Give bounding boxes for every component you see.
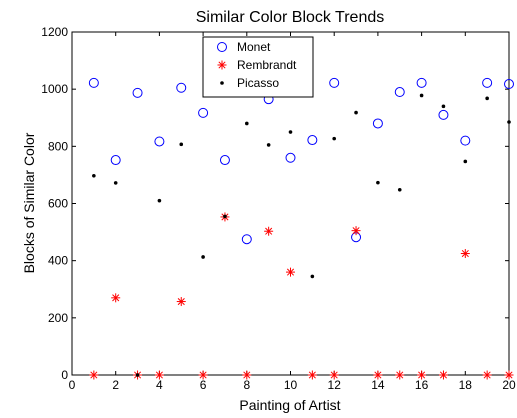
rembrandt-point [154,370,164,380]
x-tick-label: 10 [284,378,298,392]
monet-point [88,77,99,88]
picasso-point [113,181,118,185]
y-tick-label: 1200 [41,25,68,39]
series-rembrandt [89,212,514,380]
legend-marker-picasso [220,81,224,85]
x-tick-label: 14 [371,378,385,392]
monet-point [329,77,340,88]
picasso-point [507,120,511,124]
rembrandt-point [176,297,186,307]
monet-point [372,118,383,129]
monet-point [110,155,121,166]
picasso-point [223,214,227,219]
x-tick-label: 6 [200,378,207,392]
x-tick-label: 4 [156,378,163,392]
picasso-point [92,173,96,178]
monet-point [504,79,514,90]
rembrandt-point [351,226,361,236]
picasso-point [332,136,337,141]
legend-box [202,36,314,98]
picasso-point [245,121,249,126]
monet-point [460,135,471,146]
legend: Monet Rembrandt Picasso [202,36,314,98]
rembrandt-point [242,370,252,380]
rembrandt-point [438,370,448,380]
picasso-point [310,274,315,279]
rembrandt-point [89,370,99,380]
y-axis-ticks: 0 200 400 600 800 1000 1200 [41,25,509,382]
y-tick-label: 400 [48,254,68,268]
monet-point [154,136,165,147]
x-tick-label: 2 [112,378,119,392]
monet-point [219,155,230,166]
legend-marker-monet [217,42,227,52]
picasso-point [179,142,184,147]
picasso-point [485,96,489,101]
monet-point [438,109,449,120]
legend-label-monet: Monet [237,40,271,54]
monet-point [176,82,187,93]
chart-title: Similar Color Block Trends [196,9,385,26]
y-tick-label: 800 [48,139,68,153]
rembrandt-point [198,370,208,380]
x-tick-label: 20 [502,378,516,392]
monet-point [416,77,427,88]
y-tick-label: 0 [61,368,68,382]
picasso-point [441,104,446,109]
monet-point [241,234,252,245]
legend-marker-rembrandt [217,60,227,70]
legend-label-rembrandt: Rembrandt [237,58,297,72]
y-tick-label: 1000 [41,82,68,96]
rembrandt-point [395,370,405,380]
picasso-point [135,373,140,377]
rembrandt-point [307,370,317,380]
monet-point [198,107,209,118]
rembrandt-point [460,249,470,259]
picasso-point [354,110,358,115]
rembrandt-point [504,370,514,380]
legend-label-picasso: Picasso [237,76,279,90]
picasso-point [288,130,293,134]
picasso-point [376,180,380,185]
rembrandt-point [482,370,492,380]
x-tick-label: 16 [415,378,429,392]
x-tick-label: 12 [328,378,342,392]
rembrandt-point [417,370,427,380]
x-axis-label: Painting of Artist [239,397,340,413]
x-axis-ticks: 0 2 4 6 8 10 12 14 16 18 20 [69,32,516,392]
x-tick-label: 18 [459,378,473,392]
rembrandt-point [264,226,274,236]
picasso-point [419,93,424,98]
picasso-point [266,143,271,147]
series-monet [88,77,514,245]
monet-point [285,152,296,163]
rembrandt-point [329,370,339,380]
rembrandt-point [373,370,383,380]
picasso-point [463,159,468,164]
y-axis-label: Blocks of Similar Color [21,132,37,273]
monet-point [394,87,405,98]
y-tick-label: 600 [48,197,68,211]
monet-point [132,87,143,98]
x-tick-label: 0 [69,378,76,392]
picasso-point [201,255,205,259]
x-tick-label: 8 [243,378,250,392]
picasso-point [157,198,162,203]
y-tick-label: 200 [48,311,68,325]
monet-point [482,77,493,88]
rembrandt-point [111,293,121,303]
series-picasso [92,93,511,377]
rembrandt-point [286,267,295,277]
data-points [88,77,514,380]
picasso-point [397,187,402,192]
monet-point [307,135,318,146]
